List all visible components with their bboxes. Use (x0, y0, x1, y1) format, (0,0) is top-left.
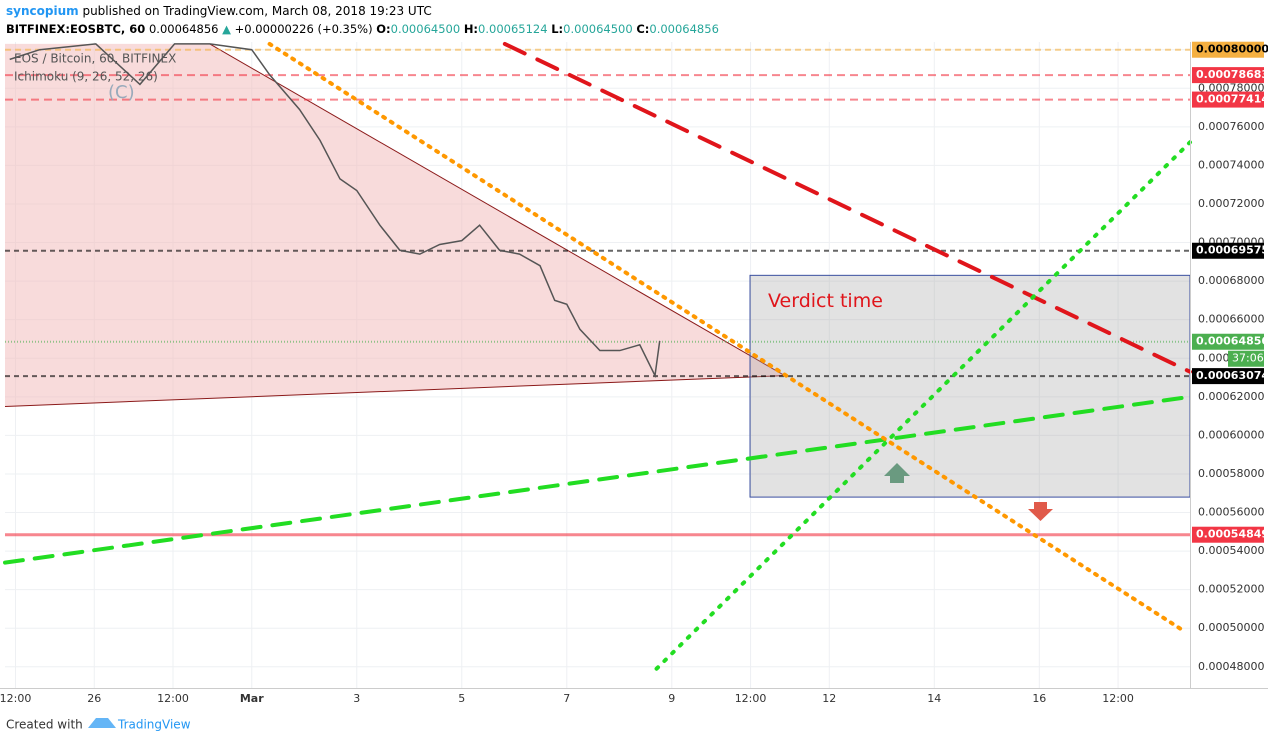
price-label: 0.00069575 (1196, 244, 1268, 257)
y-tick-label: 0.00060000 (1198, 428, 1264, 441)
triangle-fill (5, 43, 785, 407)
last: 0.00064856 (148, 22, 219, 36)
up-arrow: ▲ (222, 22, 231, 36)
x-tick-label: 12:00 (735, 692, 767, 705)
y-tick-label: 0.00074000 (1198, 158, 1264, 171)
y-tick-label: 0.00070000 (1198, 236, 1264, 249)
x-axis-line (0, 688, 1268, 689)
header: syncopium published on TradingView.com, … (6, 4, 432, 18)
price-label-bg (1192, 242, 1264, 259)
trend-line (502, 41, 1192, 374)
y-tick-label: 0.00056000 (1198, 506, 1264, 519)
triangle-lower (4, 375, 785, 407)
price-label: 0.00063074 (1196, 369, 1268, 382)
h-value: 0.00065124 (478, 22, 548, 36)
price-label: 0.00054849 (1196, 528, 1268, 541)
y-tick-label: 0.00052000 (1198, 583, 1264, 596)
l-label: L: (551, 22, 564, 36)
legend-series: EOS / Bitcoin, 60, BITFINEX (14, 52, 176, 66)
verdict-label: Verdict time (768, 290, 883, 312)
x-tick-label: 3 (353, 692, 360, 705)
price-label: 0.00077414 (1196, 93, 1268, 106)
trend-line (3, 394, 1192, 565)
x-tick-label: 12:00 (0, 692, 31, 705)
price-label-sub: 37:06 (1232, 352, 1264, 365)
x-tick-label: 12:00 (157, 692, 189, 705)
up-arrow-icon (884, 463, 910, 483)
down-arrow-icon (1028, 502, 1053, 521)
footer-brand: TradingView (117, 718, 191, 732)
price-label: 0.00064856 (1196, 335, 1268, 348)
h-label: H: (463, 22, 479, 36)
symbol: BITFINEX:EOSBTC, 60 (6, 22, 146, 36)
price-label-bg (1192, 67, 1264, 84)
x-tick-label: 5 (458, 692, 465, 705)
footer-created: Created with (6, 718, 83, 732)
y-tick-label: 0.00076000 (1198, 120, 1264, 133)
tv-logo (88, 718, 116, 728)
verdict-box (749, 274, 1191, 498)
y-tick-label: 0.00058000 (1198, 467, 1264, 480)
y-tick-label: 0.00048000 (1198, 660, 1264, 673)
l-value: 0.00064500 (563, 22, 633, 36)
symbol-line: BITFINEX:EOSBTC, 60 0.00064856 ▲ +0.0000… (6, 22, 719, 36)
x-tick-label: 12:00 (1102, 692, 1134, 705)
price-label: 0.00078683 (1196, 68, 1268, 81)
watermark: (C) (108, 82, 135, 103)
triangle-upper (209, 43, 785, 377)
price-label-bg (1192, 91, 1264, 108)
y-tick-label: 0.00072000 (1198, 197, 1264, 210)
x-tick-label: 12 (822, 692, 836, 705)
y-tick-label: 0.00066000 (1198, 313, 1264, 326)
o-value: 0.00064500 (390, 22, 461, 36)
price-label-bg (1228, 350, 1264, 367)
x-tick-label: 26 (87, 692, 101, 705)
trend-line (654, 140, 1192, 671)
x-tick-label: 9 (668, 692, 675, 705)
x-tick-label: 7 (563, 692, 570, 705)
c-label: C: (636, 22, 650, 36)
x-tick-label: 16 (1032, 692, 1046, 705)
trend-line (267, 41, 1185, 633)
y-tick-label: 0.00064000 (1198, 351, 1264, 364)
price-label-bg (1192, 526, 1264, 543)
change: +0.00000226 (+0.35%) (234, 22, 373, 36)
x-tick-label: Mar (240, 692, 264, 705)
legend-indicator: Ichimoku (9, 26, 52, 26) (14, 70, 158, 84)
price-line (9, 43, 661, 379)
author: syncopium (6, 4, 79, 18)
price-label-bg (1192, 368, 1264, 385)
price-label-bg (1192, 333, 1264, 350)
price-label: 0.00080000 (1196, 43, 1268, 56)
x-tick-label: 14 (927, 692, 941, 705)
y-tick-label: 0.00062000 (1198, 390, 1264, 403)
y-tick-label: 0.00054000 (1198, 544, 1264, 557)
o-label: O: (376, 22, 391, 36)
c-value: 0.00064856 (649, 22, 719, 36)
y-tick-label: 0.00080000 (1198, 43, 1264, 56)
y-axis-line (1190, 42, 1191, 688)
y-tick-label: 0.00050000 (1198, 621, 1264, 634)
published: published on TradingView.com, March 08, … (82, 4, 432, 18)
y-tick-label: 0.00068000 (1198, 274, 1264, 287)
y-tick-label: 0.00078000 (1198, 81, 1264, 94)
price-label-bg (1192, 41, 1264, 58)
